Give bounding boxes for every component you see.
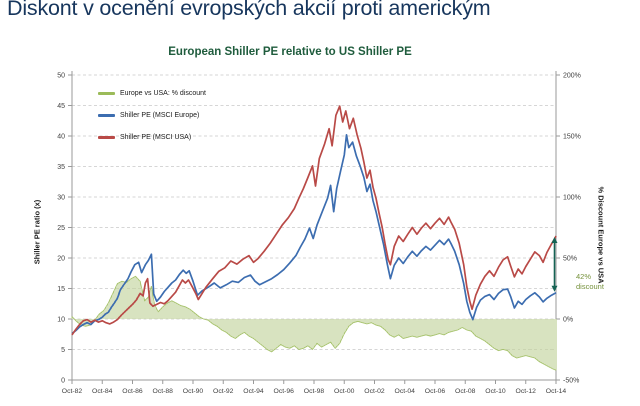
axis-tick-label: Oct-92 bbox=[213, 388, 234, 395]
legend-item-europe: Shiller PE (MSCI Europe) bbox=[98, 104, 206, 126]
discount-annotation-value: 42% bbox=[576, 272, 592, 281]
axis-tick-label: 40 bbox=[57, 134, 65, 141]
axis-tick-label: 50% bbox=[563, 256, 577, 263]
chart-title: European Shiller PE relative to US Shill… bbox=[168, 46, 412, 58]
axis-tick-label: 0 bbox=[61, 378, 65, 385]
axis-tick-label: Oct-00 bbox=[334, 388, 355, 395]
arrow-down-head-icon bbox=[551, 285, 558, 292]
discount-annotation: 42% discount bbox=[576, 272, 604, 292]
axis-tick-label: Oct-96 bbox=[274, 388, 295, 395]
axis-tick-label: 0% bbox=[563, 317, 573, 324]
axis-tick-label: 200% bbox=[563, 73, 581, 80]
axis-tick-label: Oct-98 bbox=[304, 388, 325, 395]
right-axis-title: % Discount Europe vs USA bbox=[596, 186, 606, 284]
axis-tick-label: 100% bbox=[563, 195, 581, 202]
axis-tick-label: Oct-06 bbox=[425, 388, 446, 395]
legend-label: Shiller PE (MSCI USA) bbox=[120, 133, 192, 141]
axis-tick-label: Oct-90 bbox=[183, 388, 204, 395]
legend-item-usa: Shiller PE (MSCI USA) bbox=[98, 126, 206, 148]
series-usa-line bbox=[71, 105, 557, 336]
series-europe-line bbox=[71, 133, 557, 335]
left-axis-title: Shiller PE ratio (x) bbox=[32, 199, 42, 265]
axis-tick-label: 150% bbox=[563, 134, 581, 141]
axis-tick-label: 25 bbox=[57, 225, 65, 232]
axis-tick-label: -50% bbox=[563, 378, 579, 385]
axis-tick-label: Oct-94 bbox=[243, 388, 264, 395]
axis-tick-label: 45 bbox=[57, 103, 65, 110]
chart-canvas: 0 5 10 15 20 25 30 35 40 45 50 -50% 0% 50% 100% 150% 200… bbox=[57, 71, 581, 395]
page-title: Diskont v ocenění evropských akcií proti… bbox=[7, 0, 491, 20]
legend-item-discount: Europe vs USA: % discount bbox=[98, 82, 206, 104]
axis-tick-label: Oct-10 bbox=[485, 388, 506, 395]
legend-label: Europe vs USA: % discount bbox=[120, 89, 206, 97]
axis-tick-label: 50 bbox=[57, 73, 65, 80]
series-discount-area bbox=[71, 276, 557, 371]
discount-annotation-word: discount bbox=[576, 282, 604, 291]
axis-tick-label: 15 bbox=[57, 286, 65, 293]
axis-tick-label: 10 bbox=[57, 317, 65, 324]
series-discount-edge bbox=[71, 275, 557, 371]
axis-tick-label: Oct-08 bbox=[455, 388, 476, 395]
chart-legend: Europe vs USA: % discount Shiller PE (MS… bbox=[98, 82, 206, 148]
axis-tick-label: Oct-82 bbox=[62, 388, 83, 395]
axis-tick-label: 30 bbox=[57, 195, 65, 202]
axis-tick-label: Oct-02 bbox=[364, 388, 385, 395]
axis-tick-label: Oct-88 bbox=[153, 388, 174, 395]
legend-label: Shiller PE (MSCI Europe) bbox=[120, 111, 200, 119]
usa-series-swatch-icon bbox=[98, 135, 115, 139]
axis-tick-label: Oct-14 bbox=[546, 388, 567, 395]
europe-series-swatch-icon bbox=[98, 113, 115, 117]
discount-series-swatch-icon bbox=[98, 91, 115, 95]
axis-tick-label: Oct-04 bbox=[395, 388, 416, 395]
axis-tick-label: Oct-12 bbox=[516, 388, 537, 395]
axis-tick-label: 5 bbox=[61, 347, 65, 354]
axis-tick-label: Oct-84 bbox=[92, 388, 113, 395]
axis-tick-label: 20 bbox=[57, 256, 65, 263]
axis-tick-label: 35 bbox=[57, 164, 65, 171]
axis-tick-label: Oct-86 bbox=[122, 388, 143, 395]
arrow-up-head-icon bbox=[551, 237, 558, 244]
